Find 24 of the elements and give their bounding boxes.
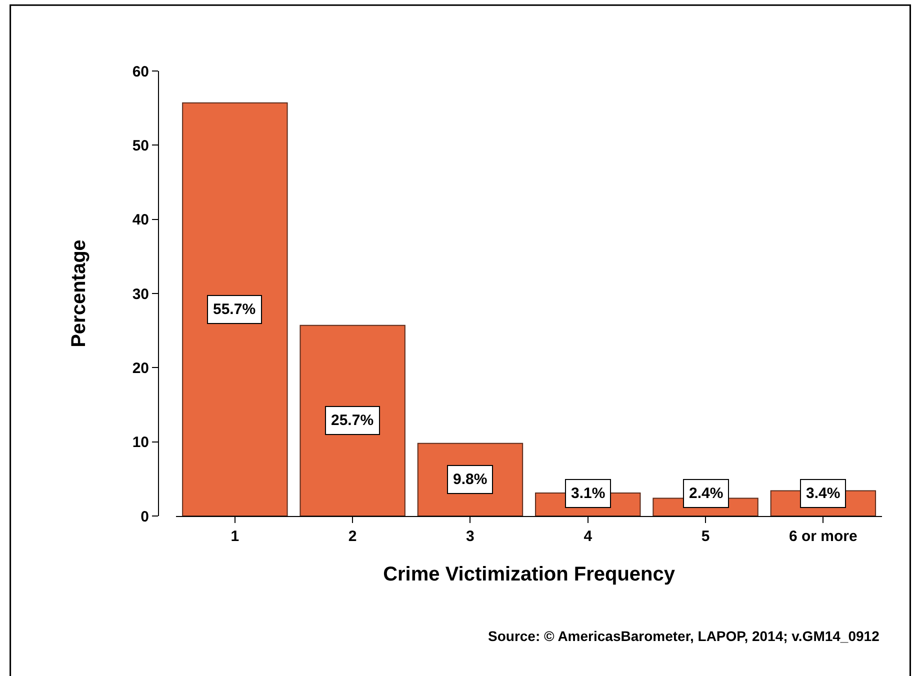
y-tick-label: 0 bbox=[140, 508, 149, 526]
data-label: 2.4% bbox=[689, 485, 724, 502]
y-tick-label: 30 bbox=[132, 286, 149, 303]
x-tick-label: 6 or more bbox=[789, 528, 858, 545]
data-label: 3.1% bbox=[571, 485, 606, 502]
y-tick-label: 40 bbox=[132, 212, 149, 229]
bar bbox=[182, 102, 288, 516]
x-tick-label: 4 bbox=[584, 528, 593, 545]
data-label: 3.4% bbox=[806, 485, 840, 502]
x-tick-label: 2 bbox=[348, 528, 357, 545]
y-tick-label: 20 bbox=[132, 360, 149, 377]
y-tick-label: 50 bbox=[132, 137, 149, 154]
y-tick-label: 60 bbox=[132, 63, 149, 80]
y-axis-title: Percentage bbox=[68, 240, 90, 348]
data-label: 25.7% bbox=[331, 412, 374, 429]
source-note: Source: © AmericasBarometer, LAPOP, 2014; v.GM14_0912 bbox=[488, 628, 880, 644]
y-tick-label: 10 bbox=[132, 434, 149, 452]
data-label: 55.7% bbox=[213, 301, 256, 318]
data-label: 9.8% bbox=[453, 471, 488, 488]
x-tick-label: 1 bbox=[230, 528, 240, 545]
x-tick-label: 5 bbox=[701, 528, 710, 545]
bar bbox=[300, 324, 406, 516]
x-tick-label: 3 bbox=[466, 528, 474, 545]
x-axis-title: Crime Victimization Frequency bbox=[383, 564, 676, 586]
